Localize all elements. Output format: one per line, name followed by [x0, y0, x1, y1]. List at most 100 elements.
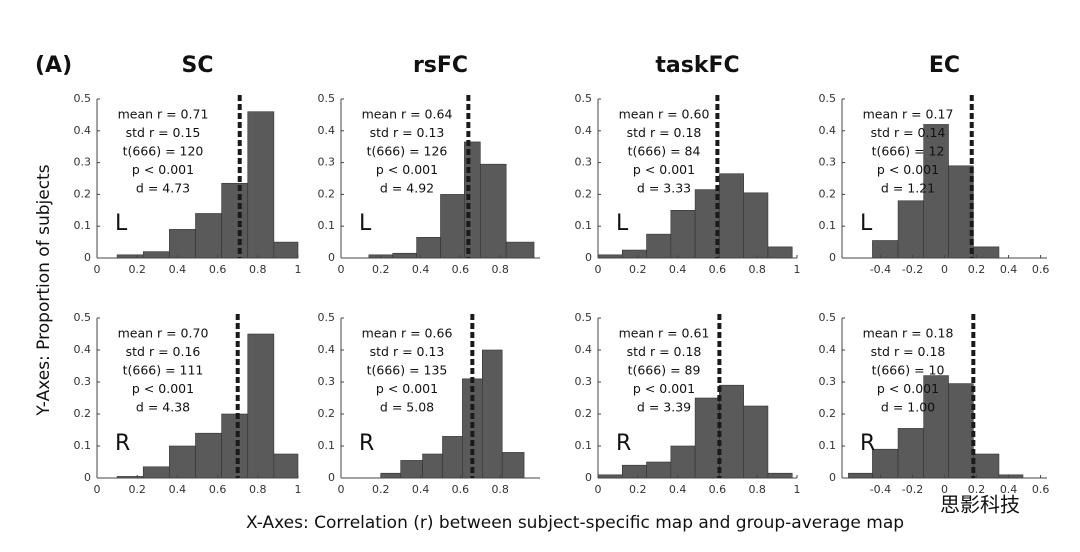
annotation: p < 0.001	[633, 162, 695, 177]
annotation: t(666) = 111	[123, 363, 204, 378]
y-tick-label: 0.1	[74, 439, 92, 452]
y-tick-label: 0.2	[318, 407, 336, 420]
y-tick-label: 0.5	[575, 311, 593, 324]
annotation: mean r = 0.18	[863, 326, 954, 341]
annotation: d = 4.92	[380, 181, 434, 196]
y-tick-label: 0.1	[819, 439, 837, 452]
row-label: L	[115, 211, 128, 236]
bar	[501, 452, 525, 479]
y-tick-label: 0.3	[819, 375, 837, 388]
x-tick-label: 0.8	[249, 483, 267, 496]
y-tick-label: 0.4	[74, 343, 92, 356]
y-tick-label: 0.4	[575, 343, 593, 356]
y-tick-label: 0	[585, 471, 592, 484]
x-tick-label: 0	[94, 263, 101, 276]
bar	[195, 213, 222, 259]
annotation: d = 4.73	[136, 181, 190, 196]
x-tick-label: 0.4	[1000, 483, 1018, 496]
x-tick-label: 0.2	[968, 483, 986, 496]
y-tick-label: 0.4	[74, 124, 92, 137]
watermark: 思影科技	[940, 493, 1020, 517]
annotation: std r = 0.14	[871, 125, 946, 140]
x-tick-label: 0.8	[249, 263, 267, 276]
y-tick-label: 0.3	[318, 375, 336, 388]
bar	[646, 461, 672, 479]
bar	[621, 464, 647, 479]
annotation: d = 3.33	[637, 181, 691, 196]
y-tick-label: 0.2	[74, 187, 92, 200]
y-tick-label: 0.2	[575, 407, 593, 420]
annotation: p < 0.001	[132, 381, 194, 396]
x-tick-label: 0.4	[412, 483, 430, 496]
bar	[505, 241, 535, 259]
annotation: std r = 0.13	[370, 344, 445, 359]
x-tick-label: 0.4	[412, 263, 430, 276]
annotation: std r = 0.15	[126, 125, 201, 140]
bar	[670, 210, 696, 259]
y-tick-label: 0.2	[819, 187, 837, 200]
y-tick-label: 0.1	[819, 219, 837, 232]
annotation: std r = 0.18	[627, 344, 702, 359]
x-tick-label: 0.6	[709, 483, 727, 496]
bar	[694, 397, 720, 479]
bar	[221, 182, 249, 259]
bar	[973, 246, 1000, 259]
y-tick-label: 0.5	[74, 311, 92, 324]
bar	[422, 453, 443, 479]
annotation: p < 0.001	[132, 162, 194, 177]
y-tick-label: 0.4	[819, 343, 837, 356]
y-tick-label: 0.5	[318, 311, 336, 324]
x-tick-label: 0.2	[372, 483, 390, 496]
x-tick-label: 0.2	[128, 483, 146, 496]
bar	[392, 252, 417, 259]
annotation: d = 1.00	[881, 400, 935, 415]
x-tick-label: 0.2	[372, 263, 390, 276]
bar	[221, 413, 249, 479]
bar	[169, 229, 196, 259]
column-title: SC	[182, 53, 214, 78]
y-tick-label: 0.5	[819, 92, 837, 105]
y-tick-label: 0.3	[74, 156, 92, 169]
x-tick-label: 0.8	[491, 483, 509, 496]
annotation: t(666) = 89	[628, 363, 701, 378]
x-tick-label: 0	[338, 263, 345, 276]
y-tick-label: 0.4	[318, 124, 336, 137]
bar	[694, 189, 720, 259]
x-tick-label: 0.8	[748, 263, 766, 276]
x-tick-label: 0.4	[1000, 263, 1018, 276]
column-title: rsFC	[413, 53, 468, 78]
x-tick-label: 0.6	[209, 483, 227, 496]
y-tick-label: 0.1	[575, 219, 593, 232]
bar	[973, 453, 1000, 479]
annotation: mean r = 0.70	[118, 326, 209, 341]
annotation: d = 5.08	[380, 400, 434, 415]
annotation: std r = 0.18	[627, 125, 702, 140]
annotation: t(666) = 10	[872, 363, 945, 378]
y-tick-label: 0.3	[575, 156, 593, 169]
bar	[169, 445, 196, 479]
y-tick-label: 0.5	[318, 92, 336, 105]
annotation: mean r = 0.64	[362, 107, 453, 122]
bar	[923, 375, 949, 479]
x-tick-label: 1	[295, 263, 302, 276]
y-tick-label: 0.1	[318, 219, 336, 232]
bar	[273, 453, 299, 479]
x-tick-label: 0	[338, 483, 345, 496]
column-title: taskFC	[655, 53, 739, 78]
bar	[481, 349, 503, 479]
bar	[897, 200, 924, 259]
y-tick-label: 0.1	[575, 439, 593, 452]
y-tick-label: 0	[84, 251, 91, 264]
annotation: p < 0.001	[376, 162, 438, 177]
annotation: p < 0.001	[877, 162, 939, 177]
x-tick-label: 0.2	[629, 483, 647, 496]
x-tick-label: 0.2	[968, 263, 986, 276]
bar	[247, 333, 275, 479]
y-tick-label: 0.4	[318, 343, 336, 356]
x-tick-label: 0.6	[209, 263, 227, 276]
bar	[948, 383, 974, 479]
y-tick-label: 0.1	[74, 219, 92, 232]
y-axis-label: Y-Axes: Proportion of subjects	[34, 164, 54, 416]
y-tick-label: 0.3	[74, 375, 92, 388]
x-tick-label: 0.6	[1032, 483, 1050, 496]
